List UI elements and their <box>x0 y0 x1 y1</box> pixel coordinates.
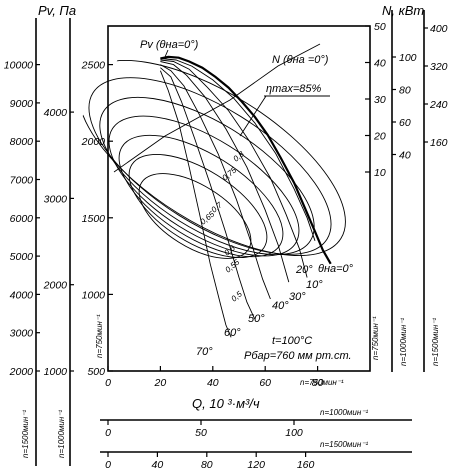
tick-label-p750-2500: 2500 <box>81 60 106 72</box>
tick-label-p1500-9000: 9000 <box>10 98 34 110</box>
angle-label-60: 60° <box>224 327 241 339</box>
tick-label-p1000-4000: 4000 <box>44 107 68 119</box>
speed-label-q1500: n=1500мин⁻¹ <box>320 440 368 449</box>
tick-label-p1500-2000: 2000 <box>9 366 34 378</box>
speed-label-n1000: n=1000мин⁻¹ <box>399 318 408 366</box>
tick-label-q1500-120: 120 <box>247 459 265 471</box>
angle-label-30: 30° <box>289 291 306 303</box>
tick-label-n1000-60: 60 <box>399 117 411 129</box>
pressure-axis-label: Pv, Па <box>38 3 76 18</box>
tick-label-q750-60: 60 <box>259 377 271 389</box>
tick-label-q750-0: 0 <box>105 377 111 389</box>
tick-label-p1500-10000: 10000 <box>4 60 33 72</box>
tick-label-p1500-7000: 7000 <box>10 175 34 187</box>
tick-label-q750-40: 40 <box>207 377 219 389</box>
labels-layer: Pv (θна=0°) N (θна =0°) ηmax=85% θна=0° 10° 2… <box>140 39 354 362</box>
speed-label-p1500: n=1500мин⁻¹ <box>21 410 30 458</box>
tick-label-n1000-80: 80 <box>399 85 411 97</box>
tick-label-p1500-4000: 4000 <box>10 289 34 301</box>
tick-label-q750-20: 20 <box>154 377 167 389</box>
speed-label-q750: n=750мин⁻¹ <box>300 378 344 387</box>
speed-label-q1000: n=1000мин⁻¹ <box>320 408 368 417</box>
efficiency-layer: 0,80,750,70,650,60,550,5 <box>78 59 346 304</box>
pv-curve-30 <box>160 59 308 278</box>
curves-layer <box>113 43 332 338</box>
n-curve-label: N (θна =0°) <box>272 54 329 66</box>
efficiency-contour-0-65 <box>108 115 300 257</box>
efficiency-label-0-5: 0,5 <box>230 289 245 303</box>
angle-label-40: 40° <box>272 300 289 312</box>
eta-max-label: ηmax=85% <box>266 83 322 95</box>
tick-label-n750-10: 10 <box>374 167 386 179</box>
power-axis-label: N, кВт <box>382 3 424 18</box>
tick-label-q1500-0: 0 <box>105 459 111 471</box>
pv-curve-60 <box>160 67 256 320</box>
pv-leader <box>164 49 169 58</box>
tick-label-n750-30: 30 <box>374 94 386 106</box>
pv-curve-label: Pv (θна=0°) <box>140 39 199 51</box>
efficiency-label-0-55: 0,55 <box>224 257 242 274</box>
tick-label-q1500-40: 40 <box>152 459 164 471</box>
efficiency-contour-0-6 <box>118 134 284 258</box>
tick-label-n1000-40: 40 <box>399 150 411 162</box>
pv-curve-40 <box>160 61 290 283</box>
speed-label-p750: n=750мин⁻¹ <box>95 314 104 358</box>
tick-label-p1000-2000: 2000 <box>43 280 68 292</box>
tick-label-q1000-50: 50 <box>195 427 207 439</box>
tick-label-p750-1500: 1500 <box>82 213 106 225</box>
tick-label-p750-500: 500 <box>87 366 105 378</box>
baro-label: Pбар=760 мм рт.ст. <box>244 350 352 362</box>
angle-label-70: 70° <box>196 346 213 358</box>
tick-label-p1500-5000: 5000 <box>10 251 34 263</box>
speed-label-n1500: n=1500мин⁻¹ <box>431 318 440 366</box>
efficiency-contour-0-7 <box>99 96 315 256</box>
tick-label-p750-1000: 1000 <box>82 289 106 301</box>
tick-label-q1000-0: 0 <box>105 427 111 439</box>
efficiency-label-0-75: 0,75 <box>221 165 239 182</box>
efficiency-contour-0-75 <box>88 77 332 255</box>
tick-label-p750-2000: 2000 <box>81 136 106 148</box>
tick-label-p1000-3000: 3000 <box>44 193 68 205</box>
speed-label-n750: n=750мин⁻¹ <box>371 316 380 360</box>
tick-label-q1500-160: 160 <box>297 459 315 471</box>
theta-end-label: θна=0° <box>318 263 354 275</box>
pv-curve-pv-на-0 <box>160 55 332 265</box>
speed-label-p1000: n=1000мин⁻¹ <box>57 410 66 458</box>
temperature-label: t=100°C <box>272 335 312 347</box>
tick-label-q750-80: 80 <box>312 377 324 389</box>
plot-frame <box>107 25 371 372</box>
tick-label-p1500-8000: 8000 <box>10 136 34 148</box>
axes-layer: 2000300040005000600070008000900010000n=1… <box>4 3 448 471</box>
tick-label-n1500-240: 240 <box>429 99 448 111</box>
angle-label-10: 10° <box>306 279 323 291</box>
flow-axis-label: Q, 10 ³·м³/ч <box>192 396 260 411</box>
tick-label-n1000-100: 100 <box>399 52 417 64</box>
angle-label-50: 50° <box>248 313 265 325</box>
pv-curve-70 <box>159 70 232 338</box>
tick-label-q1500-80: 80 <box>201 459 213 471</box>
efficiency-contour-0-55 <box>128 154 268 258</box>
pv-curve-50 <box>160 64 271 300</box>
tick-label-n750-50: 50 <box>374 21 386 33</box>
tick-label-n750-40: 40 <box>374 58 386 70</box>
tick-label-n750-20: 20 <box>373 131 386 143</box>
tick-label-n1500-160: 160 <box>430 137 448 149</box>
tick-label-n1500-320: 320 <box>430 61 448 73</box>
pv-curve-20 <box>160 58 316 241</box>
tick-label-p1000-1000: 1000 <box>44 366 68 378</box>
angle-label-20: 20° <box>295 264 313 276</box>
eta-leader <box>239 95 267 137</box>
tick-label-q1000-100: 100 <box>285 427 303 439</box>
power-curve <box>113 43 321 173</box>
tick-label-p1500-6000: 6000 <box>10 213 34 225</box>
efficiency-contour-0-5 <box>138 173 252 259</box>
tick-label-n1500-400: 400 <box>430 23 448 35</box>
tick-label-p1500-3000: 3000 <box>10 328 34 340</box>
